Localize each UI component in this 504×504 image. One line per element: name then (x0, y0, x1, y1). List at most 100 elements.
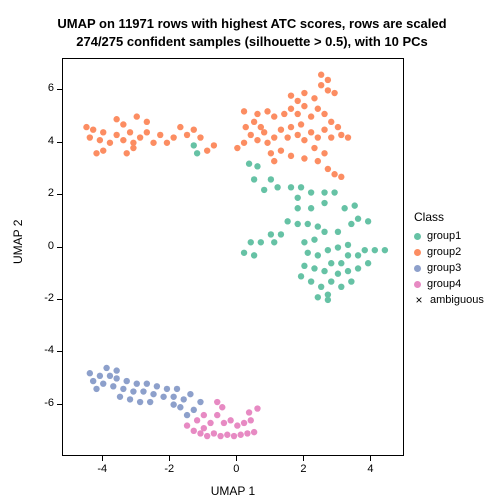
scatter-point (246, 161, 252, 167)
legend-item-label: group1 (427, 230, 461, 242)
scatter-point (241, 420, 247, 426)
scatter-point (315, 223, 321, 229)
scatter-point (254, 405, 260, 411)
scatter-point (251, 429, 257, 435)
scatter-point (305, 250, 311, 256)
scatter-point (150, 391, 156, 397)
scatter-point (341, 205, 347, 211)
x-tick-label: 0 (226, 463, 246, 475)
scatter-point (184, 422, 190, 428)
scatter-point (328, 260, 334, 266)
scatter-point (308, 189, 314, 195)
scatter-point (97, 137, 103, 143)
legend-item-label: group3 (427, 262, 461, 274)
scatter-point (328, 119, 334, 125)
scatter-point (87, 134, 93, 140)
scatter-point (214, 399, 220, 405)
scatter-point (154, 383, 160, 389)
scatter-point (207, 420, 213, 426)
scatter-point (268, 150, 274, 156)
scatter-point (231, 433, 237, 439)
scatter-point (321, 189, 327, 195)
scatter-point (157, 132, 163, 138)
scatter-point (120, 121, 126, 127)
scatter-point (254, 137, 260, 143)
legend-item: group2 (414, 244, 484, 260)
scatter-point (113, 116, 119, 122)
scatter-point (365, 218, 371, 224)
scatter-point (238, 432, 244, 438)
scatter-point (248, 132, 254, 138)
scatter-point (90, 378, 96, 384)
scatter-point (217, 433, 223, 439)
scatter-point (278, 126, 284, 132)
scatter-point (124, 150, 130, 156)
scatter-point (315, 294, 321, 300)
scatter-point (321, 111, 327, 117)
scatter-point (268, 176, 274, 182)
scatter-point (352, 202, 358, 208)
scatter-point (301, 239, 307, 245)
scatter-point (308, 278, 314, 284)
scatter-point (308, 129, 314, 135)
scatter-point (288, 92, 294, 98)
scatter-point (284, 134, 290, 140)
scatter-point (100, 129, 106, 135)
scatter-point (160, 394, 166, 400)
legend-item-label: group4 (427, 278, 461, 290)
scatter-point (295, 205, 301, 211)
scatter-point (335, 244, 341, 250)
legend-item: group1 (414, 228, 484, 244)
scatter-point (251, 176, 257, 182)
scatter-point (348, 278, 354, 284)
scatter-point (301, 90, 307, 96)
scatter-point (83, 124, 89, 130)
scatter-point (130, 388, 136, 394)
scatter-point (191, 407, 197, 413)
x-tick-label: -2 (159, 463, 179, 475)
scatter-point (194, 150, 200, 156)
scatter-point (325, 247, 331, 253)
y-tick-label: -6 (34, 397, 54, 409)
scatter-point (164, 140, 170, 146)
scatter-point (295, 132, 301, 138)
scatter-point (295, 98, 301, 104)
scatter-point (315, 158, 321, 164)
scatter-point (117, 394, 123, 400)
scatter-point (328, 134, 334, 140)
scatter-point (355, 265, 361, 271)
scatter-point (295, 221, 301, 227)
scatter-point (258, 239, 264, 245)
scatter-point (271, 134, 277, 140)
scatter-point (331, 189, 337, 195)
scatter-point (331, 171, 337, 177)
scatter-point (274, 184, 280, 190)
x-tick-label: 2 (293, 463, 313, 475)
scatter-point (177, 404, 183, 410)
y-tick-label: 4 (34, 135, 54, 147)
scatter-point (124, 378, 130, 384)
umap-scatter-figure: UMAP on 11971 rows with highest ATC scor… (0, 0, 504, 504)
scatter-point (140, 388, 146, 394)
scatter-point (100, 380, 106, 386)
scatter-point (174, 386, 180, 392)
legend-swatch-icon (414, 265, 421, 272)
x-tick-line (169, 456, 170, 461)
scatter-point (187, 391, 193, 397)
scatter-point (241, 140, 247, 146)
scatter-point (298, 273, 304, 279)
scatter-point (338, 132, 344, 138)
scatter-point (308, 205, 314, 211)
scatter-point (134, 380, 140, 386)
scatter-point (243, 124, 249, 130)
scatter-point (137, 134, 143, 140)
scatter-point (298, 184, 304, 190)
scatter-point (170, 134, 176, 140)
scatter-point (248, 239, 254, 245)
scatter-point (127, 129, 133, 135)
scatter-point (284, 218, 290, 224)
scatter-point (241, 108, 247, 114)
plot-area (62, 58, 404, 456)
scatter-point (382, 247, 388, 253)
scatter-point (177, 124, 183, 130)
